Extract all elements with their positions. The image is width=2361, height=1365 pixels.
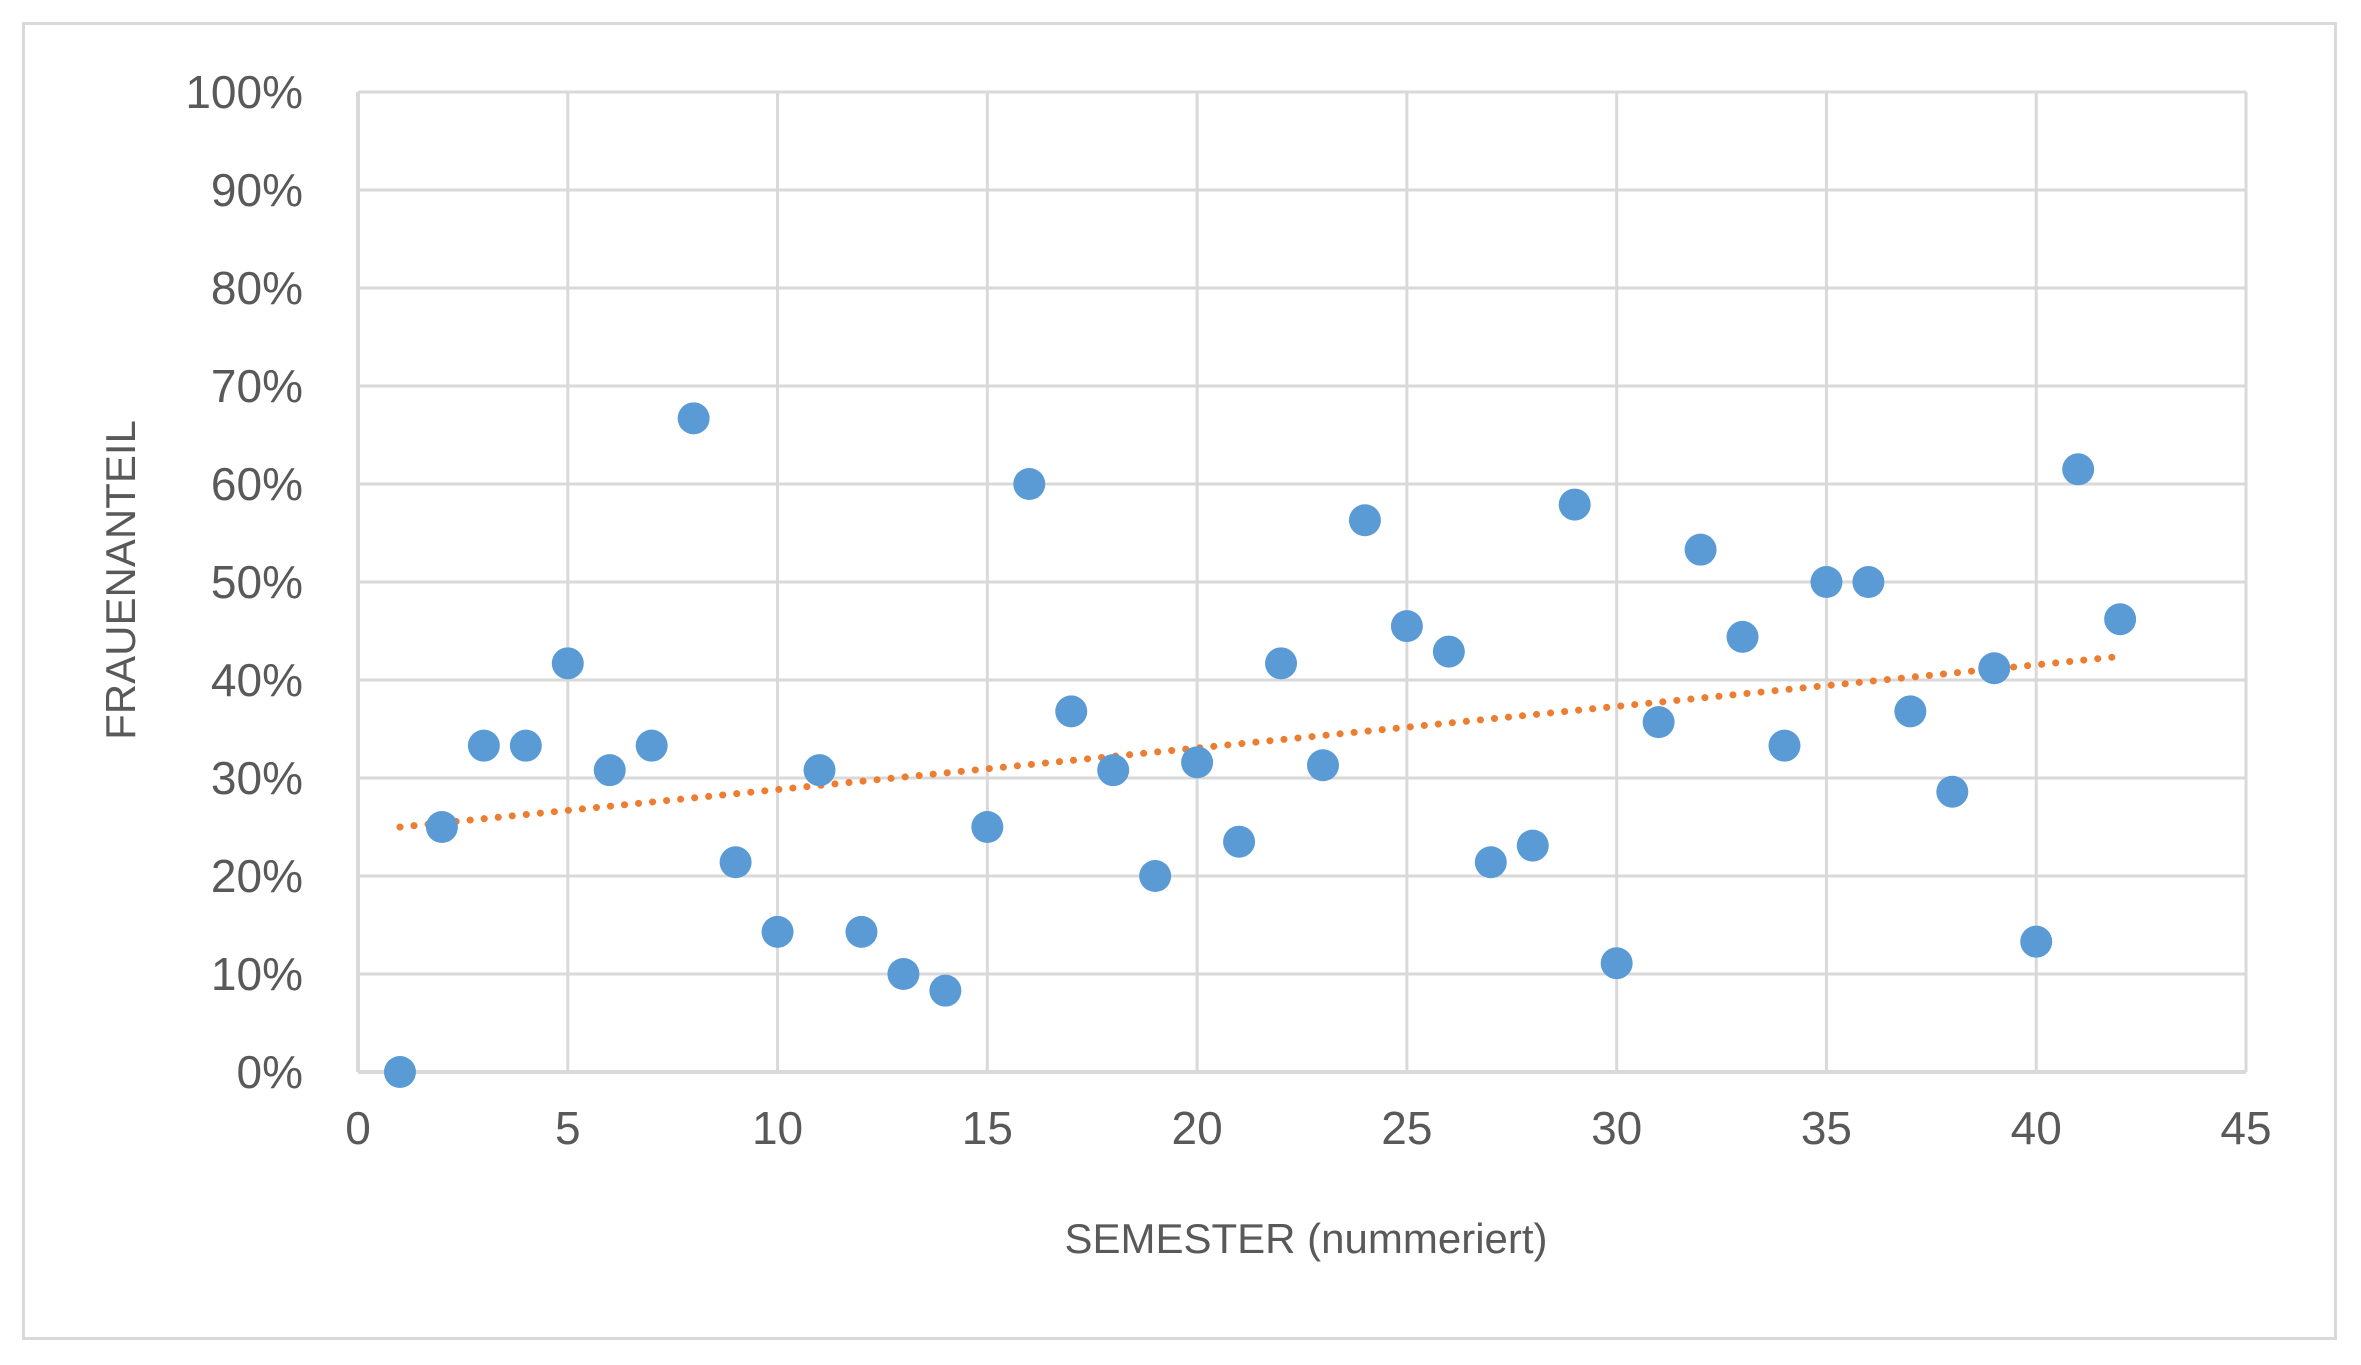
y-tick-label: 10% [211, 948, 303, 1000]
data-point [1390, 610, 1423, 643]
data-point [845, 915, 878, 948]
data-point [1223, 825, 1256, 858]
y-tick-label: 60% [211, 458, 303, 510]
data-point [635, 729, 668, 762]
data-point [1600, 947, 1633, 980]
data-point [2062, 453, 2095, 486]
x-tick-label: 5 [555, 1102, 581, 1154]
data-point [971, 811, 1004, 843]
data-point [425, 811, 458, 843]
x-tick-label: 25 [1381, 1102, 1432, 1154]
data-point [509, 729, 542, 762]
y-tick-label: 20% [211, 850, 303, 902]
x-tick-label: 10 [752, 1102, 803, 1154]
data-point [1306, 749, 1339, 782]
y-axis-title: FRAUENANTEIL [97, 420, 144, 740]
trendline [396, 652, 2124, 831]
data-point [761, 915, 794, 948]
data-point [1181, 746, 1214, 779]
y-tick-label: 50% [211, 556, 303, 608]
x-tick-label: 35 [1801, 1102, 1852, 1154]
y-tick-label: 90% [211, 164, 303, 216]
data-point [1642, 706, 1675, 739]
data-point [887, 958, 920, 990]
data-point [1810, 566, 1843, 598]
data-point [467, 729, 500, 762]
data-point [1055, 695, 1088, 728]
data-point [383, 1056, 416, 1088]
data-point [1516, 829, 1549, 862]
data-point [2104, 603, 2137, 636]
y-tick-label: 100% [185, 66, 303, 118]
data-point [551, 647, 584, 680]
x-tick-label: 0 [345, 1102, 371, 1154]
y-tick-label: 70% [211, 360, 303, 412]
data-point [1265, 647, 1298, 680]
x-tick-label: 40 [2011, 1102, 2062, 1154]
data-point [593, 754, 626, 787]
x-tick-label: 15 [962, 1102, 1013, 1154]
data-point [1348, 504, 1381, 537]
data-point [1936, 775, 1969, 808]
data-point [1097, 754, 1130, 787]
data-point [1474, 846, 1507, 879]
data-point [1139, 860, 1172, 892]
x-axis-title: SEMESTER (nummeriert) [1064, 1215, 1547, 1262]
data-point [1432, 635, 1465, 668]
y-tick-label: 40% [211, 654, 303, 706]
gridlines [356, 90, 2248, 1074]
data-point [1726, 620, 1759, 653]
data-point [1894, 695, 1927, 728]
x-tick-label: 45 [2220, 1102, 2271, 1154]
data-point [677, 402, 710, 435]
data-point [1768, 729, 1801, 762]
data-point [1558, 488, 1591, 521]
tick-labels: 0 5 10 15 20 25 30 35 40 45 0% 10% 20% 30% 40% 50% 60% 70… [185, 66, 2271, 1154]
trendline-path [396, 652, 2124, 831]
x-tick-label: 30 [1591, 1102, 1642, 1154]
data-point [803, 754, 836, 787]
data-point [2020, 925, 2053, 958]
y-tick-label: 30% [211, 752, 303, 804]
data-point [1978, 652, 2011, 685]
data-point [1852, 566, 1885, 598]
data-point [1013, 468, 1046, 500]
y-tick-label: 0% [237, 1046, 303, 1098]
y-tick-label: 80% [211, 262, 303, 314]
data-point [1684, 533, 1717, 566]
x-tick-label: 20 [1172, 1102, 1223, 1154]
data-point [929, 974, 962, 1007]
data-points [383, 402, 2137, 1088]
data-point [719, 846, 752, 879]
